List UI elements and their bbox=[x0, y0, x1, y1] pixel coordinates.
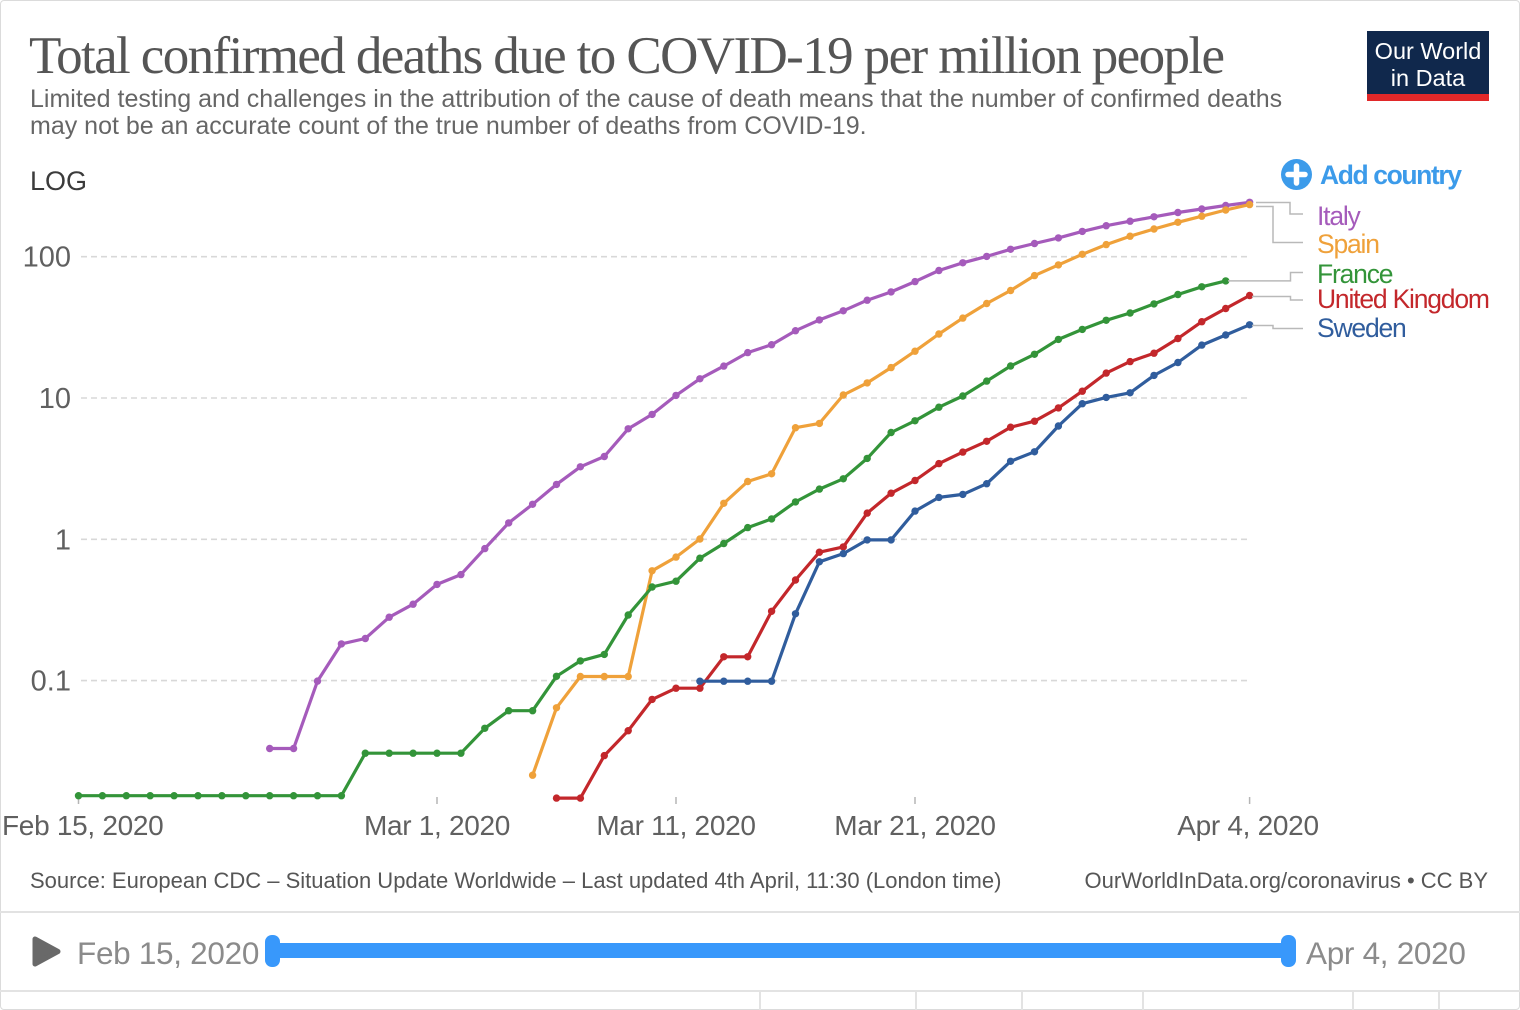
svg-text:1: 1 bbox=[55, 524, 71, 556]
svg-text:Mar 21, 2020: Mar 21, 2020 bbox=[834, 810, 995, 841]
svg-text:Add country: Add country bbox=[1320, 160, 1462, 190]
svg-text:Feb 15, 2020: Feb 15, 2020 bbox=[2, 810, 163, 841]
svg-text:100: 100 bbox=[23, 242, 71, 274]
svg-text:LOG: LOG bbox=[30, 166, 87, 196]
svg-text:0.1: 0.1 bbox=[31, 666, 71, 698]
svg-text:Mar 1, 2020: Mar 1, 2020 bbox=[364, 810, 510, 841]
svg-text:France: France bbox=[1317, 259, 1393, 289]
svg-text:Spain: Spain bbox=[1317, 229, 1379, 259]
svg-text:Apr 4, 2020: Apr 4, 2020 bbox=[1177, 810, 1318, 841]
svg-text:10: 10 bbox=[39, 383, 71, 415]
svg-text:United Kingdom: United Kingdom bbox=[1317, 284, 1489, 314]
svg-text:Sweden: Sweden bbox=[1317, 313, 1406, 343]
svg-text:Italy: Italy bbox=[1317, 201, 1362, 231]
svg-text:Mar 11, 2020: Mar 11, 2020 bbox=[596, 810, 755, 841]
